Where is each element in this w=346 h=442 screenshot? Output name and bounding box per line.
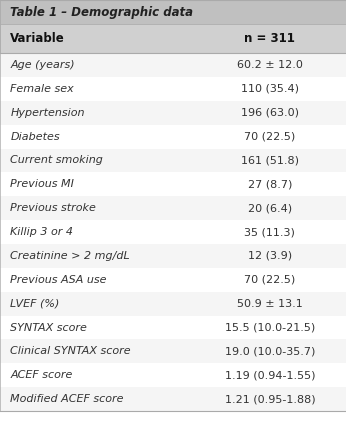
Bar [0, 387, 346, 411]
Text: Previous MI: Previous MI [10, 179, 74, 189]
Bar [0, 172, 346, 196]
Text: ACEF score: ACEF score [10, 370, 73, 380]
Bar [0, 220, 346, 244]
Text: Table 1 – Demographic data: Table 1 – Demographic data [10, 6, 193, 19]
Bar [0, 77, 346, 101]
Text: Previous stroke: Previous stroke [10, 203, 96, 213]
Text: 60.2 ± 12.0: 60.2 ± 12.0 [237, 60, 303, 70]
Text: Diabetes: Diabetes [10, 132, 60, 141]
Bar [0, 149, 346, 172]
Text: 12 (3.9): 12 (3.9) [248, 251, 292, 261]
Text: Creatinine > 2 mg/dL: Creatinine > 2 mg/dL [10, 251, 130, 261]
Bar [0, 363, 346, 387]
Text: 70 (22.5): 70 (22.5) [244, 275, 295, 285]
Bar [0, 316, 346, 339]
Text: n = 311: n = 311 [244, 32, 295, 45]
Bar [0, 244, 346, 268]
Text: Previous ASA use: Previous ASA use [10, 275, 107, 285]
Bar [0, 292, 346, 316]
Bar [0, 53, 346, 77]
Bar [0, 339, 346, 363]
Text: Variable: Variable [10, 32, 65, 45]
Bar [0, 0, 346, 24]
Text: LVEF (%): LVEF (%) [10, 299, 60, 309]
Text: 196 (63.0): 196 (63.0) [241, 108, 299, 118]
Text: 1.19 (0.94-1.55): 1.19 (0.94-1.55) [225, 370, 315, 380]
Bar [0, 24, 346, 53]
Text: 35 (11.3): 35 (11.3) [244, 227, 295, 237]
Text: Female sex: Female sex [10, 84, 74, 94]
Text: 27 (8.7): 27 (8.7) [248, 179, 292, 189]
Text: 15.5 (10.0-21.5): 15.5 (10.0-21.5) [225, 323, 315, 332]
Text: Clinical SYNTAX score: Clinical SYNTAX score [10, 347, 131, 356]
Text: 20 (6.4): 20 (6.4) [248, 203, 292, 213]
Bar [0, 101, 346, 125]
Text: 161 (51.8): 161 (51.8) [241, 156, 299, 165]
Text: 50.9 ± 13.1: 50.9 ± 13.1 [237, 299, 303, 309]
Bar [0, 268, 346, 292]
Text: Age (years): Age (years) [10, 60, 75, 70]
Text: Hypertension: Hypertension [10, 108, 85, 118]
Text: Modified ACEF score: Modified ACEF score [10, 394, 124, 404]
Text: SYNTAX score: SYNTAX score [10, 323, 87, 332]
Text: Killip 3 or 4: Killip 3 or 4 [10, 227, 73, 237]
Text: 110 (35.4): 110 (35.4) [241, 84, 299, 94]
Text: 70 (22.5): 70 (22.5) [244, 132, 295, 141]
Bar [0, 125, 346, 149]
Text: Current smoking: Current smoking [10, 156, 103, 165]
Text: 19.0 (10.0-35.7): 19.0 (10.0-35.7) [225, 347, 315, 356]
Bar [0, 196, 346, 220]
Text: 1.21 (0.95-1.88): 1.21 (0.95-1.88) [225, 394, 315, 404]
